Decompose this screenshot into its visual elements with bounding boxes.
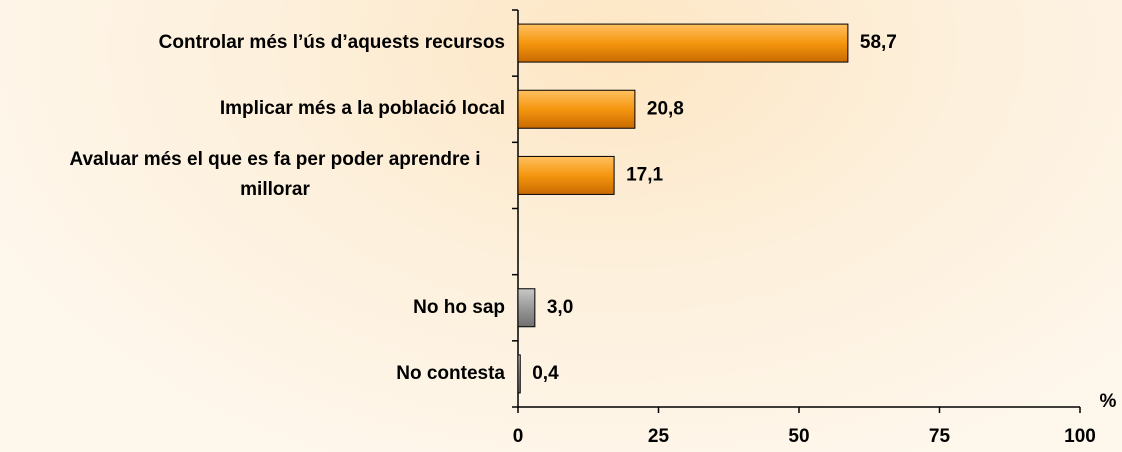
category-label: No contesta — [396, 362, 505, 384]
x-tick-label: 50 — [788, 426, 809, 447]
category-label: Controlar més l’ús d’aquests recursos — [158, 32, 505, 54]
category-label: Implicar més a la població local — [219, 98, 505, 120]
x-tick-label: 25 — [648, 426, 670, 447]
x-tick-label: 100 — [1064, 426, 1096, 447]
x-axis-label: % — [1100, 391, 1117, 412]
value-label: 20,8 — [647, 98, 684, 119]
value-label: 0,4 — [532, 363, 559, 384]
bar — [517, 89, 636, 129]
value-label: 3,0 — [547, 297, 573, 318]
value-label: 58,7 — [860, 32, 897, 53]
bar — [517, 354, 521, 394]
category-label: No ho sap — [413, 296, 505, 318]
bar — [517, 23, 849, 63]
category-label: Avaluar més el que es fa per poder apren… — [69, 149, 481, 201]
x-tick-label: 75 — [929, 426, 951, 447]
value-label: 17,1 — [626, 164, 663, 185]
bar — [517, 155, 615, 195]
x-tick-label: 0 — [513, 426, 524, 447]
bar — [517, 288, 536, 328]
